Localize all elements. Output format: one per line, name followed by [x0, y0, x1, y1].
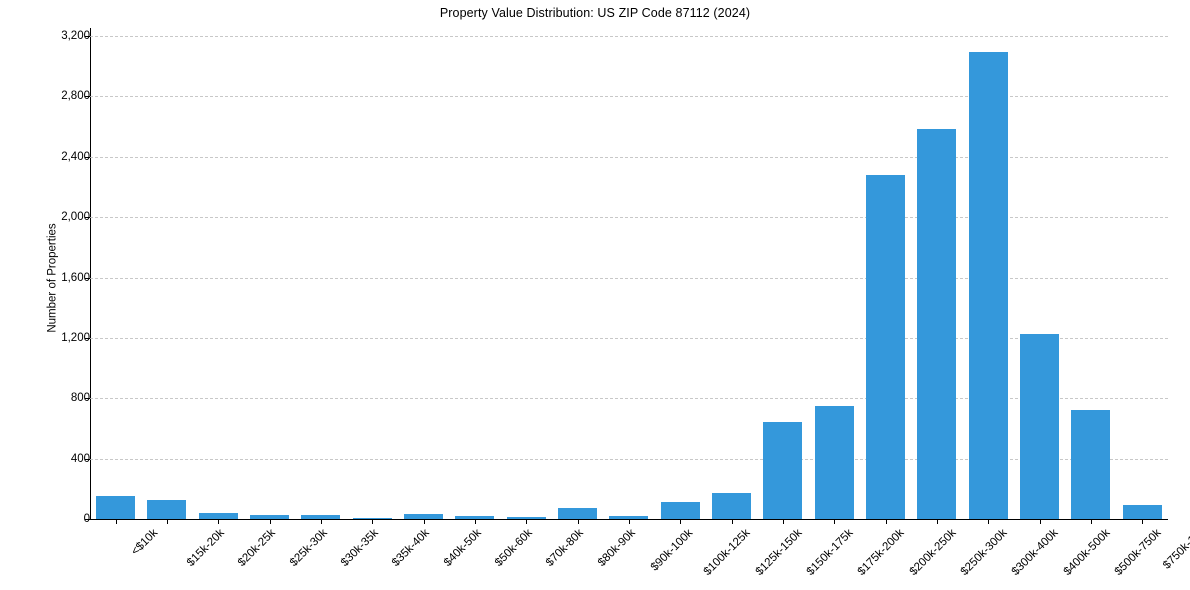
y-tick-label: 1,600	[61, 271, 90, 284]
x-tick-label: $25k-30k	[287, 527, 330, 569]
chart-title: Property Value Distribution: US ZIP Code…	[439, 6, 751, 20]
x-tick-label: $125k-150k	[753, 527, 805, 578]
y-tick-label: 2,800	[61, 90, 90, 103]
x-tick-mark	[321, 519, 322, 524]
x-tick-label: $400k-500k	[1061, 527, 1113, 578]
y-tick-label: 400	[70, 452, 90, 465]
y-tick-label: 2,400	[61, 150, 90, 163]
y-tick-mark	[85, 398, 90, 400]
y-tick-mark	[85, 519, 90, 520]
bar[interactable]	[609, 516, 649, 519]
bar[interactable]	[968, 51, 1008, 519]
y-tick-label: 800	[70, 392, 90, 405]
x-tick-mark	[372, 519, 374, 524]
bar[interactable]	[455, 516, 495, 519]
y-tick-label: 1,200	[61, 331, 90, 344]
x-tick-label: $250k-300k	[958, 527, 1010, 578]
x-tick-mark	[423, 519, 425, 524]
bar[interactable]	[917, 128, 957, 519]
x-tick-mark	[680, 519, 682, 524]
y-tick-mark	[85, 277, 90, 279]
x-tick-mark	[1091, 519, 1092, 524]
x-tick-mark	[629, 519, 630, 524]
x-tick-label: $90k-100k	[648, 527, 696, 574]
x-tick-label: $70k-80k	[544, 527, 587, 569]
bar[interactable]	[250, 515, 290, 519]
y-tick-mark	[85, 337, 90, 339]
x-tick-mark	[783, 519, 784, 524]
bar[interactable]	[1122, 504, 1162, 519]
bar[interactable]	[814, 405, 854, 519]
x-tick-mark	[218, 519, 220, 524]
bar[interactable]	[404, 514, 444, 519]
x-tick-mark	[475, 519, 476, 524]
x-tick-mark	[269, 519, 271, 524]
x-tick-mark	[988, 519, 990, 524]
y-tick-mark	[85, 156, 90, 158]
x-tick-label: <$10k	[128, 527, 160, 558]
bar[interactable]	[712, 493, 752, 519]
x-tick-label: $175k-200k	[855, 527, 907, 578]
bar[interactable]	[301, 515, 341, 519]
bar[interactable]	[1020, 334, 1060, 519]
bar[interactable]	[198, 512, 238, 519]
x-tick-mark	[1142, 519, 1144, 524]
x-tick-label: $15k-20k	[184, 527, 227, 569]
x-tick-label: $20k-25k	[236, 527, 279, 569]
y-tick-mark	[85, 96, 90, 98]
x-tick-label: $300k-400k	[1009, 527, 1061, 578]
y-axis-spine	[90, 28, 91, 520]
x-tick-mark	[115, 519, 117, 524]
x-tick-label: $500k-750k	[1112, 527, 1164, 578]
x-tick-label: $750k-1M	[1161, 527, 1190, 572]
plot-area	[90, 36, 1168, 519]
bar-series	[90, 36, 1168, 519]
y-tick-mark	[85, 36, 90, 37]
x-tick-mark	[731, 519, 733, 524]
bar[interactable]	[660, 501, 700, 519]
x-tick-mark	[526, 519, 528, 524]
y-axis-ticks: 0 400 800 1,200 1,600 2,000 2,400 2,800 3,200	[0, 0, 90, 590]
x-tick-label: $35k-40k	[390, 527, 433, 569]
x-tick-label: $150k-175k	[804, 527, 856, 578]
y-tick-label: 3,200	[61, 30, 90, 42]
x-tick-mark	[577, 519, 579, 524]
x-tick-label: $100k-125k	[701, 527, 753, 578]
y-tick-mark	[85, 458, 90, 460]
bar[interactable]	[763, 422, 803, 519]
x-tick-label: $200k-250k	[907, 527, 959, 578]
x-tick-mark	[937, 519, 938, 524]
x-tick-mark	[834, 519, 836, 524]
y-tick-mark	[85, 217, 90, 219]
x-tick-label: $30k-35k	[338, 527, 381, 569]
x-tick-label: $80k-90k	[595, 527, 638, 569]
bar[interactable]	[1071, 409, 1111, 519]
x-tick-mark	[167, 519, 168, 524]
x-tick-mark	[885, 519, 887, 524]
bar[interactable]	[96, 495, 136, 519]
bar[interactable]	[866, 174, 906, 519]
bar[interactable]	[558, 507, 598, 519]
x-tick-mark	[1039, 519, 1041, 524]
y-tick-label: 0	[38, 513, 90, 525]
bar[interactable]	[506, 516, 546, 519]
x-tick-label: $40k-50k	[441, 527, 484, 569]
x-axis-ticks: <$10k $15k-20k $20k-25k $25k-30k $30k-35k $35…	[90, 519, 1190, 590]
bar[interactable]	[352, 517, 392, 519]
bar[interactable]	[147, 500, 187, 519]
x-tick-label: $50k-60k	[492, 527, 535, 569]
y-tick-label: 2,000	[61, 211, 90, 224]
